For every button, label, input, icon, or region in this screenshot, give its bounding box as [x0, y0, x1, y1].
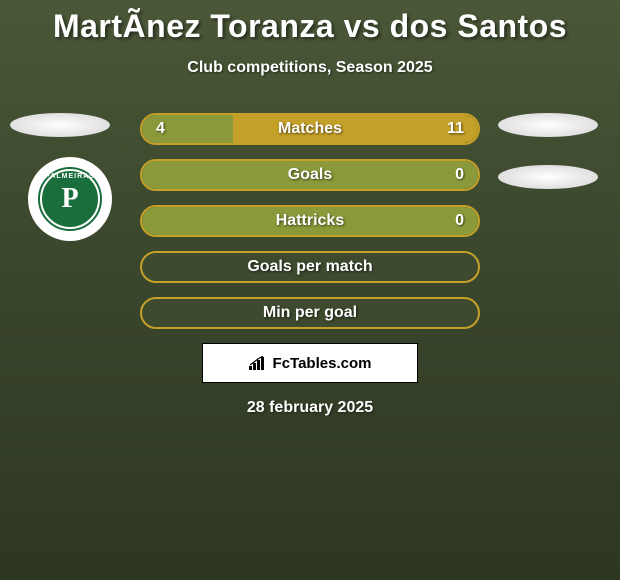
stat-row-goals-per-match: Goals per match: [140, 251, 480, 283]
stat-value-left: 4: [156, 120, 165, 138]
stat-label: Matches: [278, 120, 342, 138]
date-text: 28 february 2025: [0, 399, 620, 417]
stat-value-right: 11: [447, 120, 464, 138]
logo-letter: P: [61, 183, 78, 215]
attribution-box[interactable]: FcTables.com: [202, 343, 418, 383]
stat-label: Goals per match: [247, 258, 372, 276]
badge-right-1: [498, 113, 598, 137]
team-logo-inner: PALMEIRAS P: [35, 164, 105, 234]
chart-icon: [249, 356, 267, 370]
stat-label: Goals: [288, 166, 332, 184]
stat-label: Min per goal: [263, 304, 357, 322]
stat-row-matches: 4 Matches 11: [140, 113, 480, 145]
subtitle: Club competitions, Season 2025: [0, 59, 620, 77]
logo-text-top: PALMEIRAS: [45, 173, 95, 180]
badge-left-1: [10, 113, 110, 137]
stat-value-right: 0: [455, 166, 464, 184]
stats-container: PALMEIRAS P 4Matches11Goals0Hattricks0Go…: [0, 113, 620, 329]
badge-right-2: [498, 165, 598, 189]
team-logo-left: PALMEIRAS P: [28, 157, 112, 241]
attribution-text: FcTables.com: [273, 355, 372, 372]
stat-row-min-per-goal: Min per goal: [140, 297, 480, 329]
stat-value-right: 0: [455, 212, 464, 230]
stat-label: Hattricks: [276, 212, 344, 230]
stat-row-goals: Goals 0: [140, 159, 480, 191]
page-title: MartÃ­nez Toranza vs dos Santos: [0, 0, 620, 45]
stat-row-hattricks: Hattricks 0: [140, 205, 480, 237]
stat-fill-right: [233, 115, 478, 143]
